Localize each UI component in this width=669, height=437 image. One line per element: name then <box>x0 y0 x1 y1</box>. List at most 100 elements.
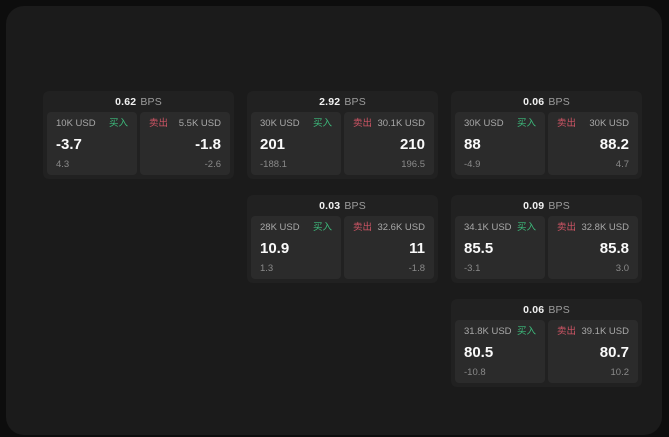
buy-amount: 30K USD <box>464 118 504 129</box>
buy-tag: 买入 <box>312 222 332 233</box>
sell-tag: 卖出 <box>557 326 577 337</box>
bps-header: 0.62 BPS <box>43 91 234 112</box>
buy-amount: 31.8K USD <box>464 326 512 337</box>
bps-unit-label: BPS <box>344 199 366 212</box>
sell-pane[interactable]: 卖出 5.5K USD -1.8 -2.6 <box>140 112 230 175</box>
bps-value: 2.92 <box>319 95 341 108</box>
buy-price: 80.5 <box>464 343 494 361</box>
buy-pane-top: 30K USD 买入 <box>260 119 332 129</box>
bps-value: 0.06 <box>523 95 545 108</box>
buy-pane-top: 31.8K USD 买入 <box>464 327 536 337</box>
buy-amount: 28K USD <box>260 222 300 233</box>
sell-tag: 卖出 <box>353 222 373 233</box>
buy-tag: 买入 <box>516 222 536 233</box>
buy-amount: 34.1K USD <box>464 222 512 233</box>
card-body: 34.1K USD 买入 85.5 -3.1 卖出 32.8K USD 85.8… <box>451 216 642 283</box>
quote-card: 0.03 BPS 28K USD 买入 10.9 1.3 卖出 32.6K US… <box>247 195 438 283</box>
quote-card: 0.06 BPS 30K USD 买入 88 -4.9 卖出 30K USD 8… <box>451 91 642 179</box>
sell-pane-top: 卖出 39.1K USD <box>557 327 629 337</box>
sell-price: 85.8 <box>599 239 629 257</box>
buy-tag: 买入 <box>312 118 332 129</box>
bps-unit-label: BPS <box>548 95 570 108</box>
quote-card: 0.09 BPS 34.1K USD 买入 85.5 -3.1 卖出 32.8K… <box>451 195 642 283</box>
bps-value: 0.03 <box>319 199 341 212</box>
sell-sub-value: 10.2 <box>610 366 630 378</box>
sell-pane-top: 卖出 32.8K USD <box>557 223 629 233</box>
sell-price: 210 <box>399 135 425 153</box>
buy-pane[interactable]: 31.8K USD 买入 80.5 -10.8 <box>455 320 545 383</box>
quote-card: 0.06 BPS 31.8K USD 买入 80.5 -10.8 卖出 39.1… <box>451 299 642 387</box>
buy-sub-value: -3.1 <box>464 262 481 274</box>
sell-sub-value: 4.7 <box>615 158 629 170</box>
sell-sub-value: -1.8 <box>408 262 425 274</box>
buy-price: -3.7 <box>56 135 82 153</box>
card-body: 10K USD 买入 -3.7 4.3 卖出 5.5K USD -1.8 -2.… <box>43 112 234 179</box>
sell-price: 80.7 <box>599 343 629 361</box>
app-surface: 0.62 BPS 10K USD 买入 -3.7 4.3 卖出 5.5K USD… <box>6 6 662 435</box>
bps-unit-label: BPS <box>548 199 570 212</box>
buy-pane-top: 28K USD 买入 <box>260 223 332 233</box>
buy-pane[interactable]: 30K USD 买入 201 -188.1 <box>251 112 341 175</box>
sell-pane[interactable]: 卖出 39.1K USD 80.7 10.2 <box>548 320 638 383</box>
sell-pane[interactable]: 卖出 30K USD 88.2 4.7 <box>548 112 638 175</box>
sell-sub-value: 196.5 <box>401 158 425 170</box>
sell-tag: 卖出 <box>149 118 169 129</box>
bps-header: 0.06 BPS <box>451 91 642 112</box>
buy-price: 88 <box>464 135 481 153</box>
sell-pane-top: 卖出 30K USD <box>557 119 629 129</box>
sell-pane-top: 卖出 5.5K USD <box>149 119 221 129</box>
sell-amount: 30K USD <box>589 118 629 129</box>
sell-pane[interactable]: 卖出 30.1K USD 210 196.5 <box>344 112 434 175</box>
bps-value: 0.62 <box>115 95 137 108</box>
quote-card: 0.62 BPS 10K USD 买入 -3.7 4.3 卖出 5.5K USD… <box>43 91 234 179</box>
quote-card: 2.92 BPS 30K USD 买入 201 -188.1 卖出 30.1K … <box>247 91 438 179</box>
cards-grid: 0.62 BPS 10K USD 买入 -3.7 4.3 卖出 5.5K USD… <box>43 91 642 387</box>
buy-pane-top: 34.1K USD 买入 <box>464 223 536 233</box>
bps-header: 0.03 BPS <box>247 195 438 216</box>
sell-tag: 卖出 <box>353 118 373 129</box>
card-body: 28K USD 买入 10.9 1.3 卖出 32.6K USD 11 -1.8 <box>247 216 438 283</box>
sell-tag: 卖出 <box>557 118 577 129</box>
bps-header: 0.09 BPS <box>451 195 642 216</box>
buy-sub-value: -10.8 <box>464 366 486 378</box>
sell-pane-top: 卖出 30.1K USD <box>353 119 425 129</box>
buy-tag: 买入 <box>516 326 536 337</box>
sell-price: 11 <box>409 239 425 257</box>
sell-pane[interactable]: 卖出 32.6K USD 11 -1.8 <box>344 216 434 279</box>
sell-amount: 32.6K USD <box>377 222 425 233</box>
bps-header: 2.92 BPS <box>247 91 438 112</box>
buy-sub-value: 4.3 <box>56 158 70 170</box>
buy-sub-value: -4.9 <box>464 158 481 170</box>
sell-amount: 30.1K USD <box>377 118 425 129</box>
buy-pane-top: 30K USD 买入 <box>464 119 536 129</box>
card-body: 30K USD 买入 201 -188.1 卖出 30.1K USD 210 1… <box>247 112 438 179</box>
bps-unit-label: BPS <box>344 95 366 108</box>
buy-sub-value: 1.3 <box>260 262 274 274</box>
buy-amount: 10K USD <box>56 118 96 129</box>
sell-pane-top: 卖出 32.6K USD <box>353 223 425 233</box>
card-body: 31.8K USD 买入 80.5 -10.8 卖出 39.1K USD 80.… <box>451 320 642 387</box>
buy-pane[interactable]: 28K USD 买入 10.9 1.3 <box>251 216 341 279</box>
buy-pane[interactable]: 30K USD 买入 88 -4.9 <box>455 112 545 175</box>
bps-value: 0.06 <box>523 303 545 316</box>
card-body: 30K USD 买入 88 -4.9 卖出 30K USD 88.2 4.7 <box>451 112 642 179</box>
sell-tag: 卖出 <box>557 222 577 233</box>
sell-amount: 32.8K USD <box>581 222 629 233</box>
buy-pane-top: 10K USD 买入 <box>56 119 128 129</box>
sell-pane[interactable]: 卖出 32.8K USD 85.8 3.0 <box>548 216 638 279</box>
buy-amount: 30K USD <box>260 118 300 129</box>
buy-price: 10.9 <box>260 239 290 257</box>
buy-sub-value: -188.1 <box>260 158 287 170</box>
buy-price: 201 <box>260 135 286 153</box>
sell-sub-value: 3.0 <box>615 262 629 274</box>
buy-tag: 买入 <box>108 118 128 129</box>
bps-header: 0.06 BPS <box>451 299 642 320</box>
buy-pane[interactable]: 10K USD 买入 -3.7 4.3 <box>47 112 137 175</box>
sell-price: 88.2 <box>599 135 629 153</box>
bps-value: 0.09 <box>523 199 545 212</box>
buy-pane[interactable]: 34.1K USD 买入 85.5 -3.1 <box>455 216 545 279</box>
buy-price: 85.5 <box>464 239 494 257</box>
buy-tag: 买入 <box>516 118 536 129</box>
sell-amount: 39.1K USD <box>581 326 629 337</box>
sell-price: -1.8 <box>195 135 221 153</box>
